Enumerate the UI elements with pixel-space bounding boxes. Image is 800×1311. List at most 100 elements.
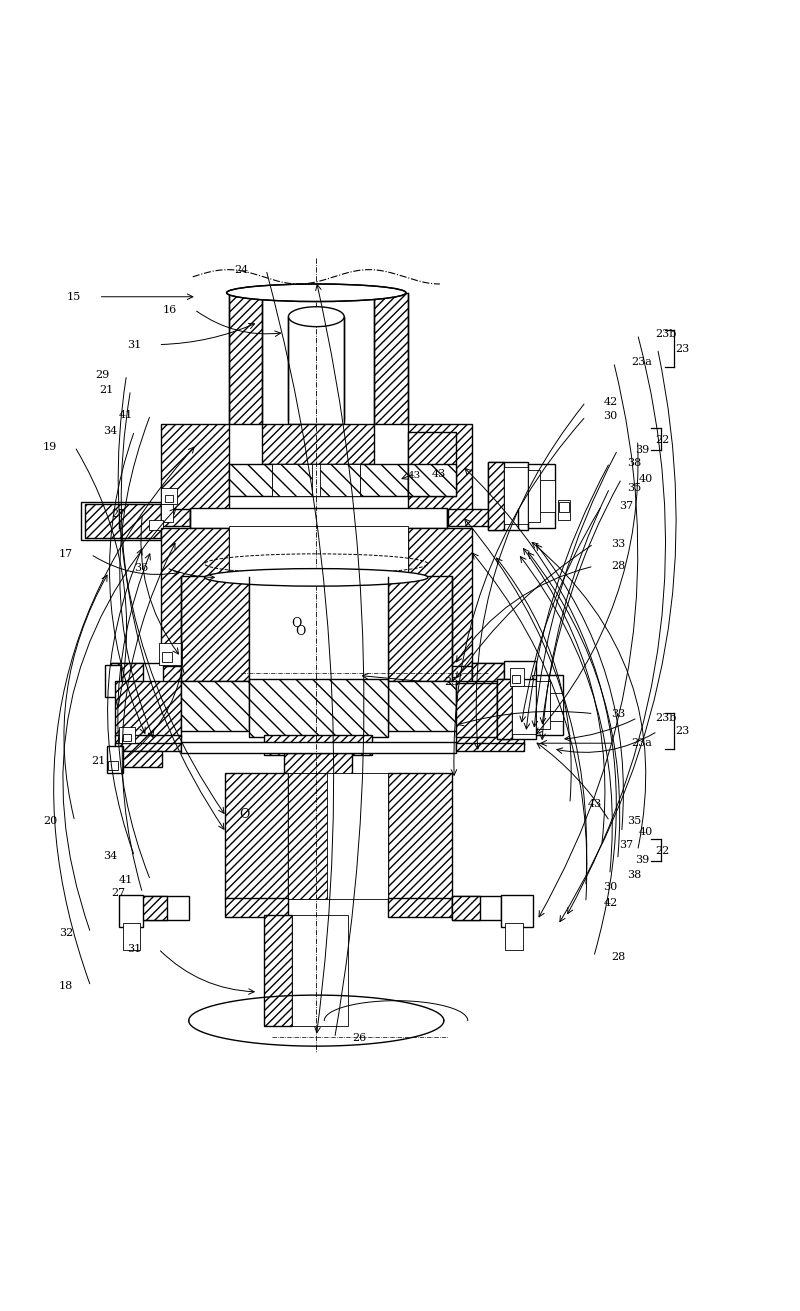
Text: 20: 20 [43, 817, 57, 826]
Text: 25: 25 [444, 676, 458, 687]
Bar [527, 469, 539, 522]
Bar [513, 675, 520, 683]
Bar [510, 669, 524, 686]
Bar [502, 894, 533, 927]
Bar [452, 897, 480, 920]
Text: 42: 42 [603, 397, 618, 406]
Bar [249, 577, 388, 680]
Text: 19: 19 [43, 442, 57, 451]
Bar [139, 897, 167, 920]
Text: 23: 23 [675, 343, 690, 354]
Text: 33: 33 [611, 539, 626, 549]
Text: 35: 35 [627, 482, 642, 493]
Bar [265, 735, 372, 755]
Text: 23b: 23b [655, 329, 677, 340]
Bar [488, 461, 504, 530]
Bar [388, 898, 452, 916]
Text: 40: 40 [639, 827, 654, 838]
Bar [149, 520, 163, 530]
Bar [105, 665, 121, 697]
Text: 38: 38 [627, 458, 642, 468]
Bar [229, 292, 262, 425]
Bar [162, 653, 172, 662]
Text: 26: 26 [352, 1033, 366, 1044]
Bar [456, 743, 523, 751]
Text: 37: 37 [619, 501, 634, 510]
Bar [111, 663, 163, 686]
Bar [285, 753, 352, 775]
Text: 41: 41 [118, 876, 133, 885]
Bar [452, 897, 502, 920]
Bar [559, 502, 569, 513]
Bar [498, 679, 535, 739]
Text: 31: 31 [126, 340, 141, 350]
Bar [273, 464, 312, 496]
Bar [81, 502, 161, 540]
Text: 39: 39 [635, 855, 650, 864]
Bar [558, 499, 570, 520]
Bar [539, 480, 555, 513]
Bar [114, 743, 181, 751]
Ellipse shape [226, 284, 406, 302]
Text: 18: 18 [59, 982, 73, 991]
Bar [114, 751, 162, 767]
Text: 37: 37 [619, 840, 634, 851]
Text: 21: 21 [90, 755, 105, 766]
Text: O: O [291, 617, 302, 631]
Bar [504, 661, 535, 691]
Text: 38: 38 [627, 869, 642, 880]
Text: 43: 43 [432, 469, 446, 479]
Text: 34: 34 [102, 426, 117, 435]
Bar [181, 742, 456, 753]
Text: 22: 22 [655, 846, 670, 856]
Bar [273, 464, 360, 496]
Text: 29: 29 [94, 370, 109, 380]
Text: O: O [295, 625, 306, 638]
Bar [288, 317, 344, 425]
Bar [408, 433, 456, 496]
Bar [388, 576, 452, 680]
Bar [374, 292, 408, 425]
Text: 23: 23 [675, 726, 690, 737]
Text: 17: 17 [59, 549, 73, 560]
Bar [161, 528, 229, 667]
Text: 16: 16 [162, 304, 177, 315]
Bar [320, 464, 360, 496]
Text: 39: 39 [635, 444, 650, 455]
Bar [292, 915, 348, 1027]
Bar [448, 509, 518, 526]
Bar [456, 735, 523, 745]
Bar [122, 734, 130, 741]
Text: 41: 41 [118, 410, 133, 420]
Bar [388, 680, 456, 732]
Bar [181, 680, 249, 732]
Text: O: O [239, 809, 250, 822]
Bar [288, 772, 388, 898]
Bar [181, 576, 249, 680]
Bar [122, 923, 140, 950]
Bar [533, 682, 542, 691]
Bar [262, 425, 374, 464]
Bar [119, 894, 143, 927]
Text: 15: 15 [67, 292, 81, 302]
Bar [512, 686, 535, 734]
Text: 23a: 23a [631, 738, 652, 749]
Text: 31: 31 [126, 944, 141, 954]
Bar [114, 735, 181, 745]
Bar [161, 666, 229, 683]
Bar [106, 746, 122, 773]
Bar [229, 464, 408, 496]
Text: 21: 21 [98, 385, 113, 395]
Text: 35: 35 [627, 817, 642, 826]
Bar [139, 897, 189, 920]
Bar [265, 915, 292, 1027]
Bar [249, 679, 388, 737]
Bar [456, 680, 523, 737]
Text: 32: 32 [59, 928, 73, 937]
Bar [161, 488, 177, 503]
Bar [161, 503, 173, 522]
Bar [408, 425, 472, 513]
Bar [388, 772, 452, 898]
Text: 42: 42 [603, 898, 618, 907]
Bar [498, 679, 512, 739]
